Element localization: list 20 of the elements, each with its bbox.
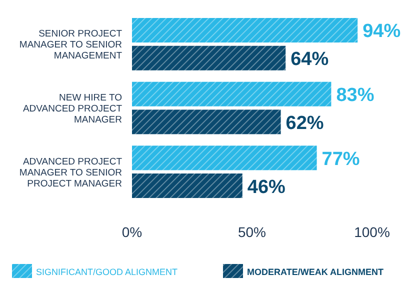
- data-label: 46%: [247, 176, 286, 198]
- data-label: 64%: [290, 49, 329, 70]
- y-tick-label: NEW HIRE TO ADVANCED PROJECT MANAGER: [22, 92, 122, 126]
- data-label: 62%: [286, 112, 324, 134]
- legend-label: MODERATE/WEAK ALIGNMENT: [247, 267, 384, 277]
- data-label: 77%: [322, 148, 360, 170]
- data-label: 83%: [336, 85, 374, 106]
- bar: [132, 82, 332, 106]
- bar: [132, 46, 286, 70]
- data-label: 94%: [362, 21, 401, 42]
- bar: [132, 146, 317, 170]
- y-tick-label: SENIOR PROJECT MANAGER TO SENIOR MANAGEMENT: [19, 28, 122, 62]
- x-tick-label: 100%: [354, 224, 390, 240]
- bar: [132, 18, 358, 42]
- x-tick-label: 0%: [122, 224, 142, 240]
- y-tick-label: ADVANCED PROJECT MANAGER TO SENIOR PROJECT MANAGER: [19, 156, 122, 190]
- legend-label: SIGNIFICANT/GOOD ALIGNMENT: [36, 267, 178, 277]
- bar: [132, 110, 281, 134]
- bar: [132, 174, 242, 198]
- x-tick-label: 50%: [238, 224, 266, 240]
